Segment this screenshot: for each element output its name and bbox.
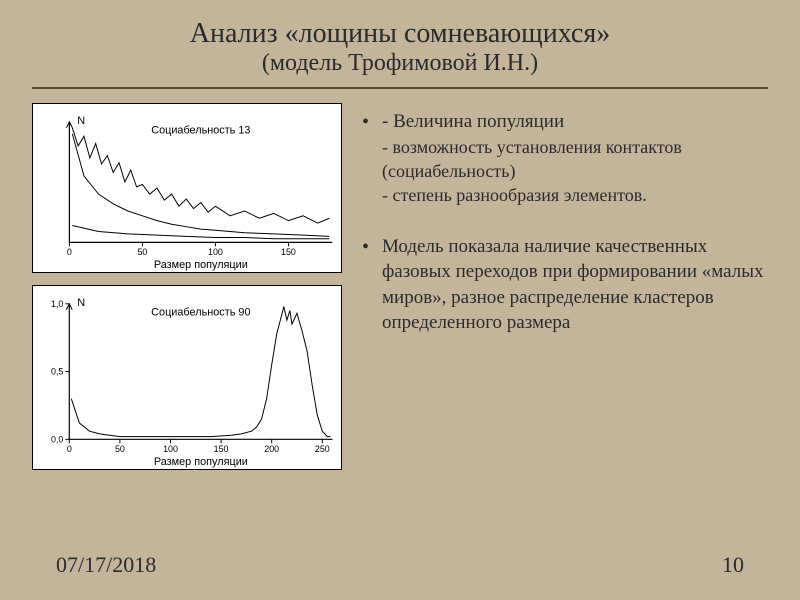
title-block: Анализ «лощины сомневающихся» (модель Тр…: [32, 18, 768, 89]
bullet-lead: - Величина популяции: [382, 111, 564, 132]
title-sub: (модель Трофимовой И.Н.): [32, 50, 768, 77]
svg-text:150: 150: [214, 444, 229, 454]
footer: 07/17/2018 10: [56, 552, 744, 578]
bullet-item: Модель показала наличие качественных фаз…: [360, 234, 768, 337]
bullet-subline: - возможность установления контактов (со…: [382, 135, 768, 184]
bullet-subline: - степень разнообразия элементов.: [382, 183, 768, 207]
svg-text:100: 100: [208, 247, 223, 257]
bullet-lead: Модель показала наличие качественных фаз…: [382, 236, 763, 334]
charts-column: 0 50 100 150 N Размер популяции Социабельность…: [32, 103, 342, 470]
svg-text:150: 150: [281, 247, 296, 257]
svg-text:1,0: 1,0: [51, 299, 63, 309]
svg-text:100: 100: [163, 444, 178, 454]
chart-sociability-13: 0 50 100 150 N Размер популяции Социабельность…: [32, 103, 342, 273]
footer-date: 07/17/2018: [56, 552, 156, 578]
content-row: 0 50 100 150 N Размер популяции Социабельность…: [32, 103, 768, 470]
chart-sociability-90: 0 50 100 150 200 250 0,0 0,5 1,0 N Размер популяци…: [32, 285, 342, 470]
bullet-list: - Величина популяции - возможность устано…: [360, 103, 768, 470]
slide: Анализ «лощины сомневающихся» (модель Тр…: [0, 0, 800, 600]
svg-text:Размер популяции: Размер популяции: [154, 456, 248, 468]
svg-text:N: N: [77, 115, 85, 127]
svg-text:0,0: 0,0: [51, 434, 63, 444]
svg-text:N: N: [77, 297, 85, 309]
svg-text:0: 0: [67, 444, 72, 454]
footer-page: 10: [722, 552, 744, 578]
title-main: Анализ «лощины сомневающихся»: [32, 18, 768, 50]
svg-text:Социабельность 13: Социабельность 13: [151, 125, 250, 137]
svg-text:0: 0: [67, 247, 72, 257]
svg-text:0,5: 0,5: [51, 367, 63, 377]
svg-text:250: 250: [315, 444, 330, 454]
svg-text:Социабельность 90: Социабельность 90: [151, 307, 250, 319]
svg-text:Размер популяции: Размер популяции: [154, 259, 248, 271]
svg-text:50: 50: [115, 444, 125, 454]
svg-text:50: 50: [137, 247, 147, 257]
bullet-item: - Величина популяции - возможность устано…: [360, 109, 768, 208]
svg-text:200: 200: [264, 444, 279, 454]
